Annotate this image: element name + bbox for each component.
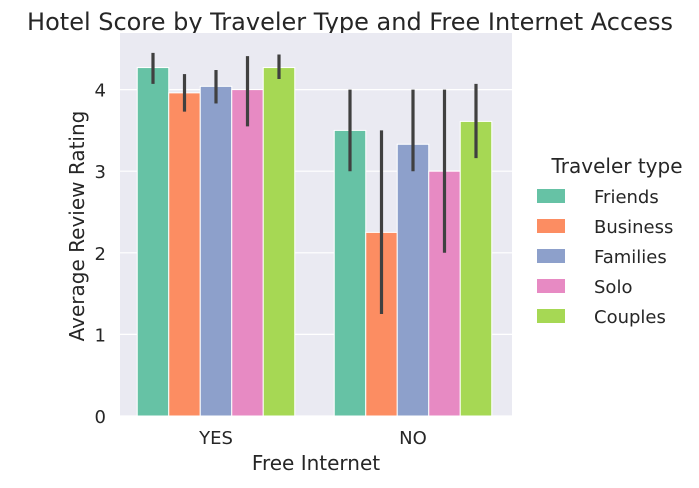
y-tick-label: 3 — [95, 162, 106, 183]
y-tick-label: 4 — [95, 81, 106, 102]
legend-label: Couples — [594, 307, 666, 328]
legend-swatch-business — [537, 219, 565, 233]
x-tick-label: YES — [198, 428, 233, 449]
legend-items: Friends Business Families Solo Couples — [537, 187, 673, 328]
legend-swatch-solo — [537, 279, 565, 293]
legend: Traveler type Friends Business Families Sol… — [537, 154, 683, 328]
bar-families — [396, 143, 430, 417]
y-tick-label: 1 — [95, 325, 106, 346]
bar-friends — [333, 129, 367, 417]
bar-business — [168, 92, 201, 417]
y-tick-label: 2 — [95, 244, 106, 265]
bar-families — [199, 85, 233, 417]
bar-friends — [136, 67, 170, 417]
bar-solo — [231, 89, 264, 417]
legend-label: Families — [594, 247, 667, 268]
legend-label: Friends — [594, 187, 659, 208]
chart-title: Hotel Score by Traveler Type and Free In… — [27, 8, 673, 36]
bar-couples — [459, 120, 493, 417]
legend-swatch-families — [537, 249, 565, 263]
legend-swatch-friends — [537, 189, 565, 203]
legend-title: Traveler type — [550, 154, 682, 178]
legend-label: Business — [594, 217, 673, 238]
legend-label: Solo — [594, 277, 632, 298]
x-axis-ticks: YES NO — [198, 428, 427, 449]
legend-swatch-couples — [537, 309, 565, 323]
error-bars — [151, 52, 478, 314]
y-tick-label: 0 — [95, 407, 106, 428]
bar-couples — [262, 67, 296, 417]
bars — [136, 67, 493, 417]
y-axis-ticks: 0 1 2 3 4 — [95, 81, 106, 428]
y-axis-label: Average Review Rating — [65, 111, 89, 342]
x-tick-label: NO — [399, 428, 427, 449]
x-axis-label: Free Internet — [252, 451, 380, 475]
